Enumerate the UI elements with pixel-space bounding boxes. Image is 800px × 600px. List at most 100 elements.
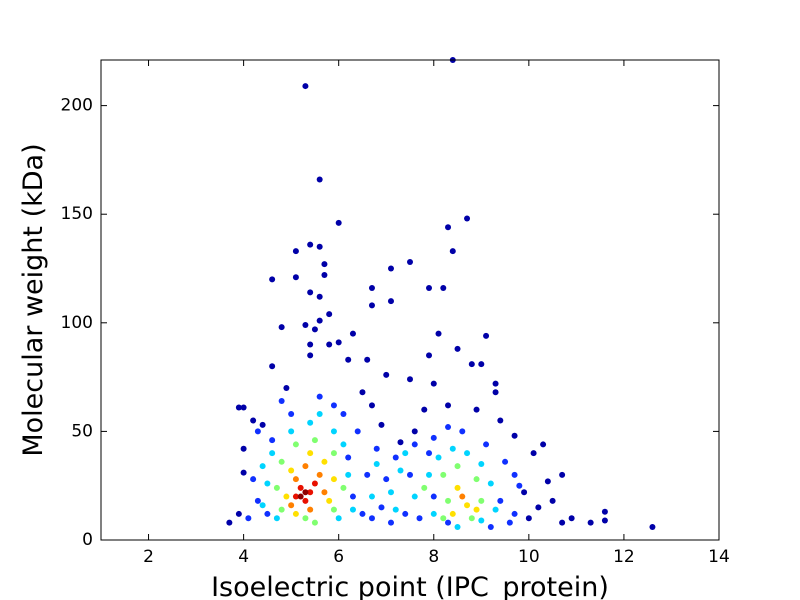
point [445, 224, 452, 231]
point [316, 176, 323, 183]
point [302, 83, 309, 90]
x-tick-label: 10 [518, 547, 540, 567]
point [497, 497, 504, 504]
point [302, 497, 309, 504]
point [259, 421, 266, 428]
point [407, 471, 413, 478]
point [473, 406, 480, 413]
point [492, 380, 499, 387]
point [397, 439, 404, 446]
point [487, 480, 494, 487]
point [364, 471, 371, 478]
point [321, 458, 328, 465]
point [269, 276, 276, 283]
point [326, 497, 333, 504]
point [264, 480, 271, 487]
point [297, 484, 304, 491]
point [321, 272, 328, 279]
point [340, 441, 347, 448]
x-tick-label: 4 [238, 547, 249, 567]
point [392, 454, 399, 461]
point [397, 467, 404, 474]
point [516, 482, 523, 489]
point [292, 441, 299, 448]
point [283, 384, 290, 391]
point [649, 523, 656, 530]
point [468, 515, 475, 522]
point [559, 519, 566, 526]
point [302, 515, 309, 522]
point [335, 515, 342, 522]
point [454, 523, 461, 530]
point [254, 497, 261, 504]
point [316, 243, 323, 250]
point [411, 441, 418, 448]
point [387, 519, 394, 526]
point [307, 341, 314, 348]
y-tick-label: 200 [61, 96, 93, 116]
y-axis-label: Molecular weight (kDa) [18, 143, 49, 456]
point [502, 458, 509, 465]
x-tick-label: 2 [143, 547, 154, 567]
point [483, 332, 490, 339]
point [416, 515, 423, 522]
y-tick-label: 0 [82, 530, 93, 550]
point [407, 376, 413, 383]
point [349, 493, 356, 500]
point [264, 510, 271, 517]
point [421, 484, 428, 491]
point [269, 363, 276, 370]
point [454, 345, 461, 352]
point [288, 467, 295, 474]
point [311, 519, 318, 526]
point [330, 506, 337, 513]
point [307, 489, 314, 496]
point [459, 428, 466, 435]
point [273, 484, 280, 491]
point [364, 356, 371, 363]
point [302, 321, 309, 328]
x-tick-label: 12 [613, 547, 635, 567]
point [259, 463, 266, 470]
point [311, 437, 318, 444]
point [411, 493, 418, 500]
point [483, 441, 490, 448]
point [240, 404, 247, 411]
point [440, 471, 447, 478]
point [311, 480, 318, 487]
point [330, 450, 337, 457]
point [316, 393, 323, 400]
point [235, 510, 242, 517]
point [283, 493, 290, 500]
point [473, 476, 480, 483]
point [307, 352, 314, 359]
point [445, 402, 452, 409]
point [440, 285, 447, 292]
point [307, 289, 314, 296]
point [392, 506, 399, 513]
point [559, 471, 566, 478]
point [497, 417, 504, 424]
point [307, 506, 314, 513]
point [426, 450, 433, 457]
point [368, 515, 375, 522]
point [449, 248, 456, 255]
point [487, 523, 494, 530]
point [373, 445, 380, 452]
point [245, 515, 252, 522]
point [349, 330, 356, 337]
point [345, 471, 352, 478]
y-tick-label: 150 [61, 204, 93, 224]
point [430, 380, 437, 387]
point [402, 450, 409, 457]
point [383, 476, 390, 483]
point [335, 339, 342, 346]
point [535, 504, 542, 511]
point [335, 219, 342, 226]
point [411, 428, 418, 435]
point [307, 241, 314, 248]
point [464, 450, 471, 457]
point [330, 476, 337, 483]
